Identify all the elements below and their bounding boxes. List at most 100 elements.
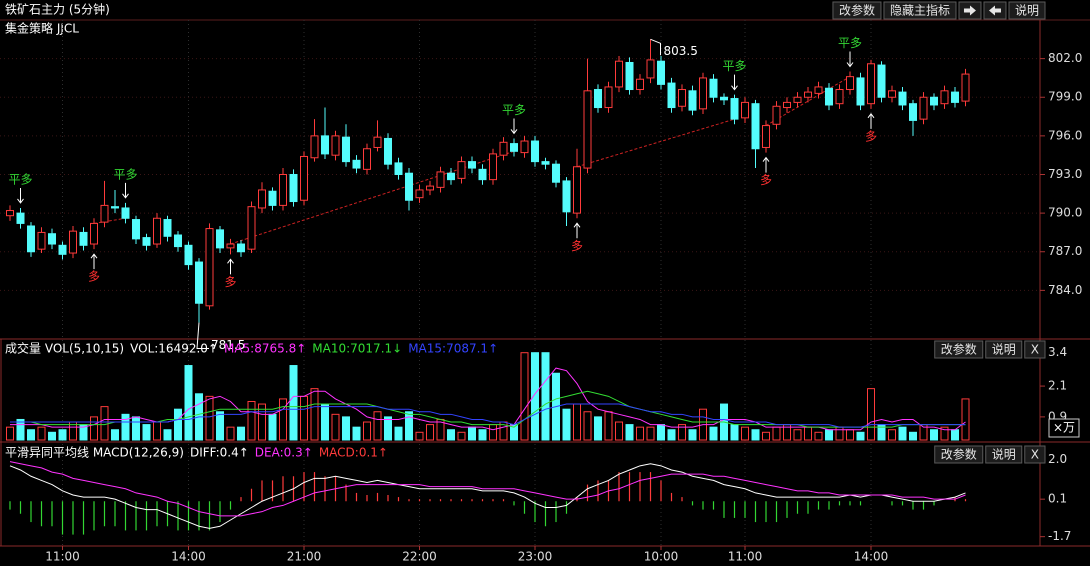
candle-body (331, 135, 340, 156)
candle-body (100, 204, 109, 223)
arrow-icon[interactable] (988, 5, 1001, 16)
volume-bar (142, 424, 151, 441)
candle-body (961, 73, 970, 102)
volume-bar (48, 431, 56, 441)
button-label[interactable]: 说明 (992, 447, 1016, 462)
volume-bar (16, 418, 25, 441)
y-tick-label: 784.0 (1048, 283, 1082, 297)
candle-body (594, 89, 602, 109)
volume-bar (426, 424, 434, 441)
button[interactable] (1024, 445, 1046, 464)
volume-bar (447, 429, 455, 441)
candle-body (699, 77, 707, 110)
arrow-icon[interactable] (963, 5, 976, 16)
volume-bar (174, 408, 182, 441)
unit-box (1048, 418, 1080, 438)
volume-bar (678, 424, 686, 441)
candle-body (405, 172, 413, 201)
volume-bar (268, 413, 277, 441)
volume-bar (688, 429, 697, 441)
volume-bar (604, 411, 613, 441)
trade-line (93, 217, 126, 224)
button[interactable] (1024, 340, 1046, 359)
volume-bar (709, 426, 718, 441)
candle-body (289, 173, 298, 203)
candle-body (489, 153, 497, 181)
volume-bar (121, 413, 130, 441)
candle-body (384, 137, 392, 165)
candle-body (741, 101, 749, 119)
candle-body (310, 135, 319, 159)
button-label[interactable]: 说明 (1015, 3, 1039, 18)
candle-body (825, 87, 833, 106)
volume-bar (111, 429, 119, 441)
volume-bar (867, 388, 875, 441)
candle-body (247, 206, 256, 250)
button[interactable] (985, 340, 1023, 359)
candle-body (657, 60, 665, 85)
volume-bar (730, 424, 739, 441)
volume-bar (6, 426, 14, 441)
volume-bar (520, 352, 529, 441)
candle-body (363, 148, 371, 170)
candle-body (846, 76, 854, 91)
candle-body (27, 225, 35, 253)
volume-bar (153, 421, 161, 441)
volume-bar (615, 421, 623, 441)
button[interactable] (883, 1, 957, 20)
volume-bar (247, 400, 256, 441)
candle-body (37, 231, 46, 250)
volume-bar (58, 429, 67, 441)
candle-body (552, 163, 560, 183)
candle-body (772, 105, 781, 125)
volume-bar (37, 426, 46, 441)
button[interactable] (832, 1, 882, 20)
button-label[interactable]: 改参数 (941, 342, 977, 357)
button-label[interactable]: 改参数 (941, 447, 977, 462)
y-tick-label: 793.0 (1048, 167, 1082, 181)
candle-body (258, 189, 266, 209)
legend-entry: 平滑异同平均线 MACD(12,26,9) (5, 446, 184, 460)
volume-bar (163, 429, 172, 441)
entry-signal: 多 (571, 239, 583, 253)
ma-line (10, 403, 966, 428)
y-tick-label: 787.0 (1048, 244, 1082, 258)
volume-bar (321, 403, 329, 441)
button-label[interactable]: X (1031, 448, 1039, 462)
y-tick-label: 2.0 (1048, 452, 1067, 466)
button-label[interactable]: 改参数 (839, 3, 875, 18)
candle-body (69, 230, 77, 254)
volume-bar (226, 426, 235, 441)
button-label[interactable]: 说明 (992, 342, 1016, 357)
button[interactable] (985, 445, 1023, 464)
candle-body (436, 171, 445, 188)
low-label: 781.5 (211, 338, 245, 352)
candle-body (835, 89, 844, 105)
candle-body (478, 168, 487, 181)
volume-bar (331, 413, 340, 441)
button[interactable] (1008, 1, 1046, 20)
candle-body (636, 78, 644, 91)
button[interactable] (934, 445, 984, 464)
button-label[interactable]: X (1031, 343, 1039, 357)
signal-arrow (846, 51, 854, 68)
window-title: 铁矿石主力 (5分钟) (5, 2, 110, 17)
volume-bar (342, 416, 350, 441)
volume-bar (289, 365, 298, 441)
y-tick-label: 3.4 (1048, 345, 1067, 359)
candle-body (111, 206, 119, 209)
volume-bar (279, 398, 287, 441)
candle-body (720, 96, 728, 101)
candle-body (940, 90, 949, 105)
volume-bar (583, 411, 592, 441)
volume-bar (930, 429, 938, 441)
candle-body (909, 103, 917, 121)
entry-signal: 多 (760, 173, 772, 187)
volume-bar (741, 426, 749, 441)
candle-body (216, 229, 224, 249)
volume-bar (594, 416, 602, 441)
y-tick-label: 790.0 (1048, 206, 1082, 220)
button-label[interactable]: 隐藏主指标 (890, 3, 950, 18)
button[interactable] (934, 340, 984, 359)
